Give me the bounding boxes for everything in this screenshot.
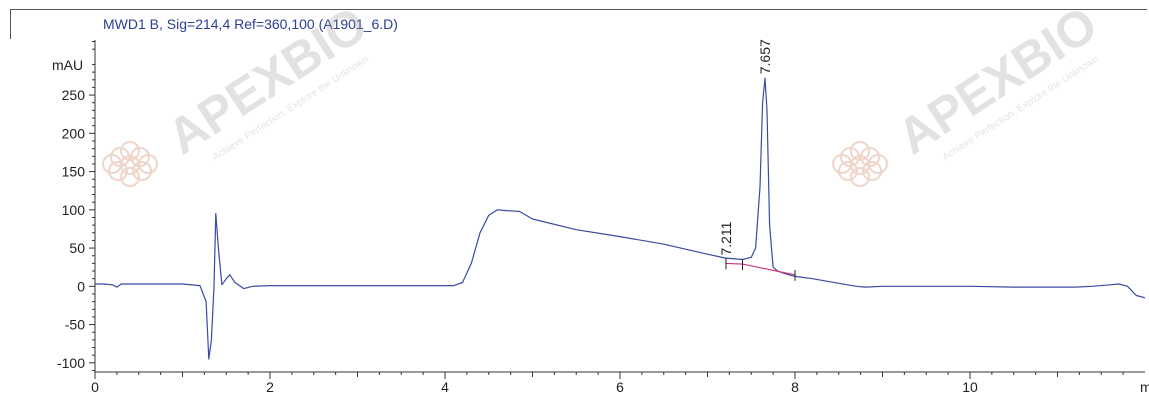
x-tick-label: 4	[441, 379, 449, 394]
watermark-logo-petal	[838, 161, 858, 181]
x-axis-label: m	[1140, 379, 1149, 394]
chart-title: MWD1 B, Sig=214,4 Ref=360,100 (A1901_6.D…	[103, 16, 398, 32]
frame-left-border	[10, 9, 11, 39]
integration-baseline	[725, 262, 796, 276]
watermark-logo-petal	[832, 154, 852, 174]
watermark-logo-petal	[130, 147, 150, 167]
watermark-logo-petal	[120, 167, 140, 187]
watermark-logo-petal	[110, 147, 130, 167]
y-tick-label: 0	[77, 278, 85, 294]
x-tick-label: 0	[91, 379, 99, 394]
watermark-logo-petal	[850, 167, 870, 187]
axes: -100 -50 0 50 100 150 200 250 mAU 0 2 4 6 8 10 m	[52, 40, 1149, 394]
traces	[95, 77, 1146, 360]
frame-top-border	[10, 9, 1147, 10]
x-tick-label: 6	[616, 379, 624, 394]
watermark-logo-petal	[840, 147, 860, 167]
watermark-logo-petal	[138, 154, 158, 174]
y-tick-label: -100	[57, 355, 85, 371]
chromatogram-trace	[95, 77, 1146, 360]
watermark-logo-petal	[860, 147, 880, 167]
watermark-logo-petal	[108, 161, 128, 181]
watermark-logo-petal	[120, 155, 140, 175]
x-tick-label: 2	[266, 379, 274, 394]
watermark-logo-petal	[850, 141, 870, 161]
y-tick-label: -50	[65, 317, 85, 333]
peak-annotations: 7.211 7.657	[718, 39, 773, 256]
peak-label: 7.657	[757, 39, 773, 74]
watermark-logo-petal	[102, 154, 122, 174]
y-tick-label: 250	[62, 87, 86, 103]
watermark-logo-icon	[102, 141, 158, 187]
x-tick-label: 10	[962, 379, 978, 394]
y-tick-label: 100	[62, 202, 86, 218]
y-axis-label: mAU	[52, 57, 83, 73]
y-tick-label: 50	[69, 240, 85, 256]
y-tick-label: 150	[62, 164, 86, 180]
watermark-logo-petal	[862, 161, 882, 181]
watermark-logo-petal	[868, 154, 888, 174]
y-tick-label: 200	[62, 125, 86, 141]
watermark-logo-petal	[850, 155, 870, 175]
watermark-logo-petal	[120, 141, 140, 161]
watermark-logo-petal	[132, 161, 152, 181]
watermark-logo-icon	[832, 141, 888, 187]
peak-label: 7.211	[718, 221, 734, 255]
watermark-brand: APEXBIO	[158, 0, 377, 165]
x-tick-label: 8	[791, 379, 799, 394]
watermark-brand: APEXBIO	[888, 0, 1107, 165]
